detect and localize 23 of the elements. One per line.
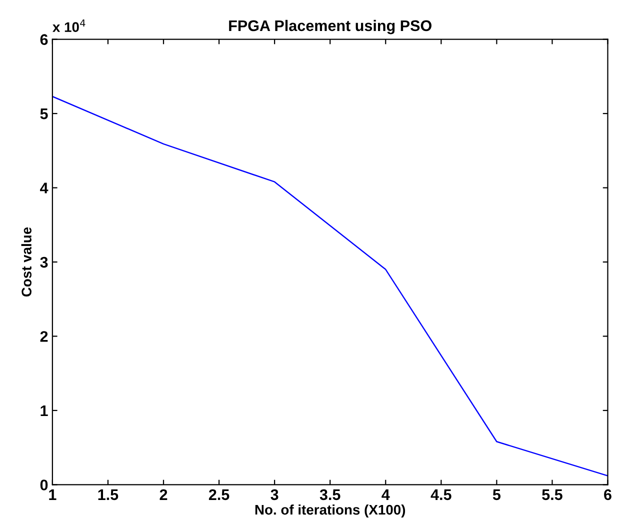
x-tick-label: 3.5 [320, 489, 340, 500]
y-tick-label: 4 [40, 182, 48, 194]
x-tick-label: 4 [382, 489, 390, 500]
x-axis-title: No. of iterations (X100) [255, 504, 406, 518]
x-tick-label: 4.5 [430, 489, 452, 500]
y-tick-label: 3 [40, 256, 48, 268]
x-tick-label: 3 [270, 489, 278, 500]
line-series [52, 96, 608, 476]
y-tick-label: 2 [40, 331, 48, 342]
x-tick-label: 5.5 [542, 489, 562, 500]
x-tick-label: 5 [492, 489, 501, 500]
x-tick-label: 2 [160, 489, 168, 500]
x-tick-label: 6 [604, 489, 612, 500]
x-tick-label: 2.5 [208, 489, 230, 500]
y-axis-title: Cost value [21, 227, 32, 297]
y-tick-label: 0 [40, 480, 48, 490]
x-tick-label: 1.5 [98, 489, 118, 500]
chart-title: FPGA Placement using PSO [229, 20, 432, 34]
text: x 10$^{4}$ [52, 19, 86, 32]
x-tick-label: 1 [49, 489, 56, 500]
y-tick-label: 6 [40, 34, 48, 45]
y-tick-label: 1 [40, 405, 48, 416]
y-tick-label: 5 [40, 108, 48, 120]
